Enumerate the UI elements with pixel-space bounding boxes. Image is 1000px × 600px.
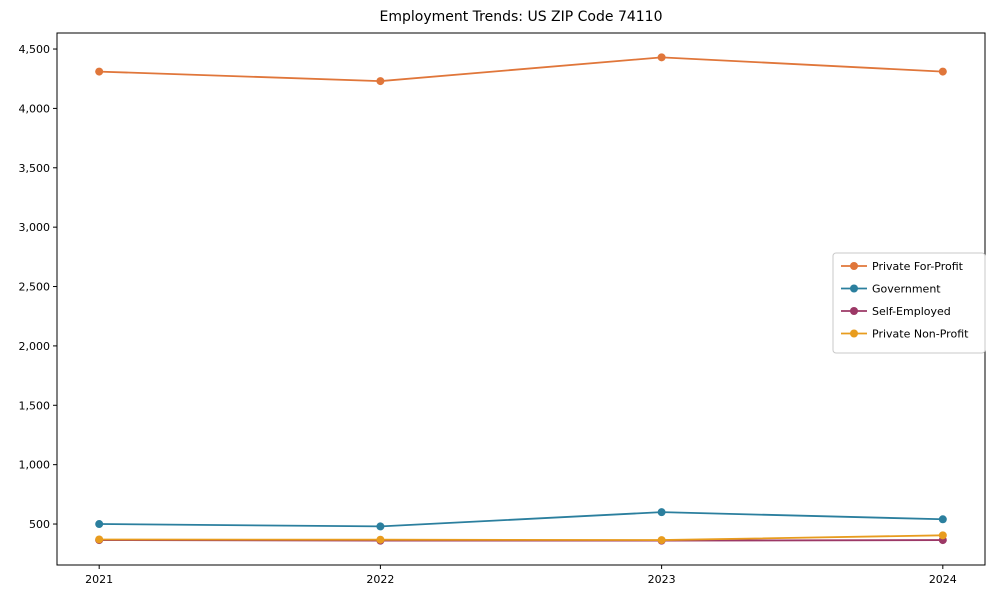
series-line — [99, 534, 943, 541]
data-point — [938, 531, 947, 540]
series-line — [99, 56, 943, 82]
y-tick-label: 500 — [29, 518, 50, 531]
legend-marker — [850, 262, 858, 270]
legend: Private For-Profit Government Self-Employe… — [832, 252, 986, 354]
x-axis: 2021 2022 2023 2024 — [85, 565, 957, 586]
data-point — [95, 535, 104, 544]
y-tick-label: 2,500 — [19, 281, 51, 294]
data-point — [376, 535, 385, 544]
series-line — [99, 511, 943, 528]
data-point — [657, 53, 666, 62]
series-private-non-profit — [95, 531, 947, 545]
y-tick-label: 1,000 — [19, 459, 51, 472]
data-point — [938, 67, 947, 76]
y-tick-label: 3,000 — [19, 221, 51, 234]
data-point — [938, 515, 947, 524]
legend-label: Private Non-Profit — [872, 328, 969, 341]
legend-marker — [850, 284, 858, 293]
legend-box — [832, 252, 986, 354]
data-point — [95, 520, 104, 529]
series-government — [95, 508, 947, 531]
y-axis: 500 1,000 1,500 2,000 2,500 3,000 3,500 4,000 4,… — [19, 43, 57, 531]
legend-marker — [850, 307, 858, 315]
legend-label: Private For-Profit — [872, 260, 964, 273]
x-tick-label: 2023 — [648, 573, 676, 586]
legend-label: Self-Employed — [872, 305, 951, 318]
y-tick-label: 4,000 — [19, 102, 51, 115]
y-tick-label: 2,000 — [19, 340, 51, 353]
x-tick-label: 2021 — [85, 573, 113, 586]
legend-label: Government — [872, 283, 941, 296]
y-tick-label: 3,500 — [19, 162, 51, 175]
data-point — [657, 508, 666, 517]
y-tick-label: 4,500 — [19, 43, 51, 56]
chart-title: Employment Trends: US ZIP Code 74110 — [380, 9, 663, 25]
data-point — [95, 67, 104, 76]
x-tick-label: 2022 — [366, 573, 394, 586]
legend-marker — [850, 329, 858, 338]
x-tick-label: 2024 — [929, 573, 957, 586]
y-tick-label: 1,500 — [19, 399, 51, 412]
data-point — [376, 77, 385, 86]
data-point — [376, 522, 385, 531]
data-point — [657, 536, 666, 545]
series-private-for-profit — [95, 53, 947, 86]
